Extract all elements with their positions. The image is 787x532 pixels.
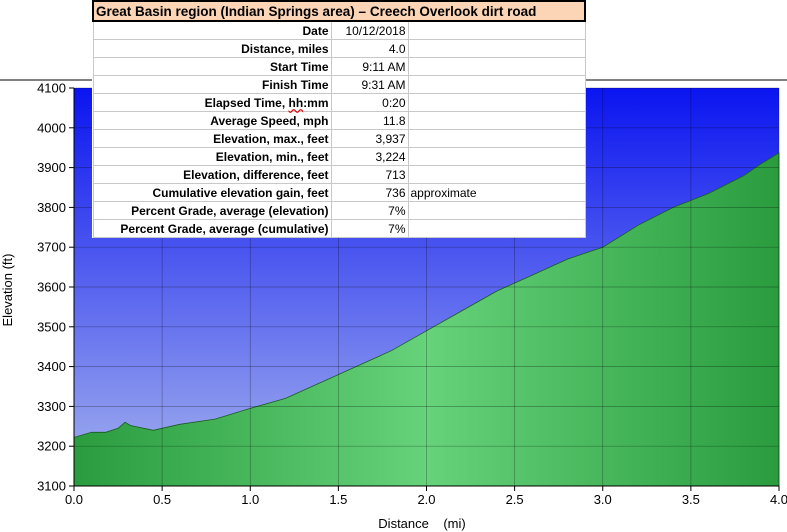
stats-note: [408, 75, 586, 94]
x-tick-label: 2.5: [506, 492, 524, 507]
stats-label: Elevation, min., feet: [92, 147, 332, 166]
stats-label-part: :mm: [303, 95, 329, 110]
x-tick-label: 0.5: [153, 492, 171, 507]
y-tick-label: 3700: [37, 240, 66, 255]
stats-label: Cumulative elevation gain, feet: [92, 183, 332, 202]
stats-note: [408, 39, 586, 58]
stats-label: Start Time: [92, 57, 332, 76]
stats-note: approximate: [408, 183, 586, 202]
x-tick-label: 3.5: [682, 492, 700, 507]
stats-row: Finish Time 9:31 AM: [92, 75, 586, 94]
stats-value: 7%: [331, 201, 409, 220]
stats-note: [408, 21, 586, 40]
elevation-area: [73, 152, 780, 487]
stats-label: Date: [92, 21, 332, 40]
x-tick-label: 1.5: [329, 492, 347, 507]
y-tick-label: 3400: [37, 359, 66, 374]
stats-note: [408, 93, 586, 112]
stats-value: 9:11 AM: [331, 57, 409, 76]
stats-row: Distance, miles 4.0: [92, 39, 586, 58]
stats-value: 736: [331, 183, 409, 202]
y-tick-label: 3800: [37, 200, 66, 215]
stats-value: 7%: [331, 219, 409, 238]
stats-row: Cumulative elevation gain, feet 736 appr…: [92, 183, 586, 202]
x-tick-label: 4.0: [770, 492, 787, 507]
stats-row: Percent Grade, average (cumulative) 7%: [92, 219, 586, 238]
stats-note: [408, 219, 586, 238]
stats-label: Distance, miles: [92, 39, 332, 58]
stats-label: Elapsed Time, hh:mm: [92, 93, 332, 112]
y-tick-label: 4100: [37, 81, 66, 96]
stats-label: Elevation, max., feet: [92, 129, 332, 148]
trip-stats-table: Great Basin region (Indian Springs area)…: [92, 0, 586, 238]
y-tick-label: 4000: [37, 120, 66, 135]
stats-note: [408, 129, 586, 148]
stats-label: Elevation, difference, feet: [92, 165, 332, 184]
stats-label: Average Speed, mph: [92, 111, 332, 130]
stats-note: [408, 147, 586, 166]
y-tick-label: 3300: [37, 399, 66, 414]
stats-note: [408, 111, 586, 130]
x-tick-label: 0.0: [65, 492, 83, 507]
y-tick-label: 3600: [37, 280, 66, 295]
stats-value: 3,224: [331, 147, 409, 166]
stats-row: Elapsed Time, hh:mm 0:20: [92, 93, 586, 112]
x-tick-label: 3.0: [594, 492, 612, 507]
stats-note: [408, 201, 586, 220]
x-axis-label: Distance (mi): [378, 516, 465, 531]
stats-note: [408, 165, 586, 184]
stats-row: Date 10/12/2018: [92, 21, 586, 40]
stats-value: 10/12/2018: [331, 21, 409, 40]
y-tick-label: 3900: [37, 160, 66, 175]
stats-row: Elevation, min., feet 3,224: [92, 147, 586, 166]
stats-label: Percent Grade, average (cumulative): [92, 219, 332, 238]
x-tick-label: 2.0: [417, 492, 435, 507]
stats-value: 0:20: [331, 93, 409, 112]
stats-title: Great Basin region (Indian Springs area)…: [92, 0, 586, 22]
stats-value: 3,937: [331, 129, 409, 148]
stats-row: Elevation, max., feet 3,937: [92, 129, 586, 148]
y-axis-label: Elevation (ft): [0, 254, 15, 327]
spellcheck-flagged-text: hh: [288, 95, 304, 110]
stats-row: Start Time 9:11 AM: [92, 57, 586, 76]
stats-row: Elevation, difference, feet 713: [92, 165, 586, 184]
stats-label: Percent Grade, average (elevation): [92, 201, 332, 220]
stats-row: Average Speed, mph 11.8: [92, 111, 586, 130]
axes: 3100 3200 3300 3400 3500 3600 3700 3800 3900 4000…: [37, 81, 787, 508]
stats-value: 9:31 AM: [331, 75, 409, 94]
stats-row: Percent Grade, average (elevation) 7%: [92, 201, 586, 220]
stats-label-part: Elapsed Time,: [204, 95, 289, 110]
x-tick-label: 1.0: [241, 492, 259, 507]
stats-value: 11.8: [331, 111, 409, 130]
stats-title-row: Great Basin region (Indian Springs area)…: [92, 0, 586, 22]
y-tick-label: 3500: [37, 319, 66, 334]
stats-label: Finish Time: [92, 75, 332, 94]
y-tick-label: 3200: [37, 439, 66, 454]
y-tick-label: 3100: [37, 479, 66, 494]
stats-value: 713: [331, 165, 409, 184]
stats-value: 4.0: [331, 39, 409, 58]
stats-note: [408, 57, 586, 76]
